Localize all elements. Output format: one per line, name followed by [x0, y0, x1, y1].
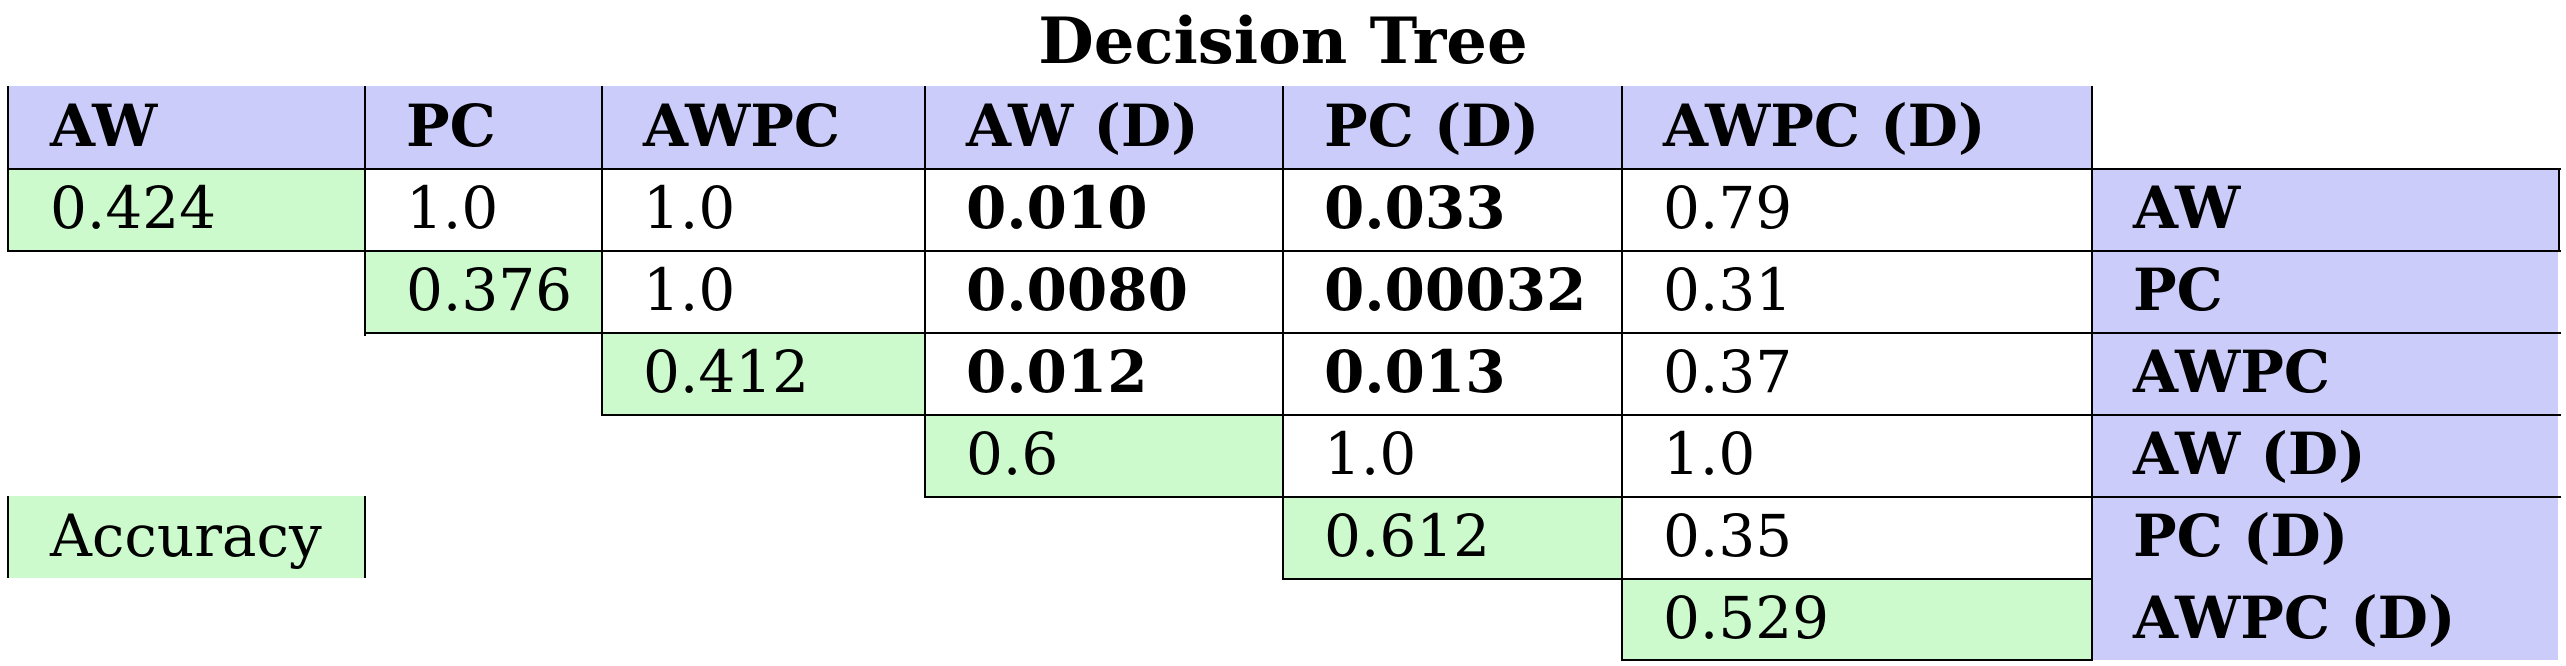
row-label-pc-d: PC (D) [2091, 496, 2558, 578]
table-cell-significant: 0.033 [1324, 174, 1506, 242]
table-cell: 1.0 [1663, 420, 1756, 488]
table-cell: 1.0 [406, 174, 499, 242]
row-label-pc: PC [2091, 250, 2558, 332]
column-header-aw-d: AW (D) [924, 86, 1282, 168]
column-header-aw: AW [8, 86, 364, 168]
table-cell: 1.0 [643, 256, 736, 324]
accuracy-legend: Accuracy [8, 496, 364, 578]
table-cell-significant: 0.010 [966, 174, 1148, 242]
column-header-awpc: AWPC [601, 86, 924, 168]
accuracy-cell-awpc-d: 0.529 [1621, 578, 2091, 660]
table-cell-significant: 0.012 [966, 338, 1148, 406]
row-label-aw-d: AW (D) [2091, 414, 2558, 496]
table-cell: 1.0 [1324, 420, 1417, 488]
accuracy-cell-aw: 0.424 [8, 168, 364, 250]
table-cell-significant: 0.013 [1324, 338, 1506, 406]
accuracy-cell-aw-d: 0.6 [924, 414, 1282, 496]
table-cell: 1.0 [643, 174, 736, 242]
column-header-pc-d: PC (D) [1282, 86, 1621, 168]
table-title: Decision Tree [1038, 4, 1528, 79]
table-cell: 0.31 [1663, 256, 1793, 324]
table-cell: 0.35 [1663, 502, 1793, 570]
row-label-awpc: AWPC [2091, 332, 2558, 414]
table-cell: 0.37 [1663, 338, 1793, 406]
row-label-awpc-d: AWPC (D) [2091, 578, 2558, 660]
table-cell-significant: 0.0080 [966, 256, 1188, 324]
accuracy-cell-pc: 0.376 [364, 250, 601, 332]
accuracy-cell-awpc: 0.412 [601, 332, 924, 414]
table-cell-significant: 0.00032 [1324, 256, 1587, 324]
column-header-pc: PC [364, 86, 601, 168]
column-header-awpc-d: AWPC (D) [1621, 86, 2091, 168]
row-label-aw: AW [2091, 168, 2558, 250]
accuracy-cell-pc-d: 0.612 [1282, 496, 1621, 578]
table-cell: 0.79 [1663, 174, 1793, 242]
